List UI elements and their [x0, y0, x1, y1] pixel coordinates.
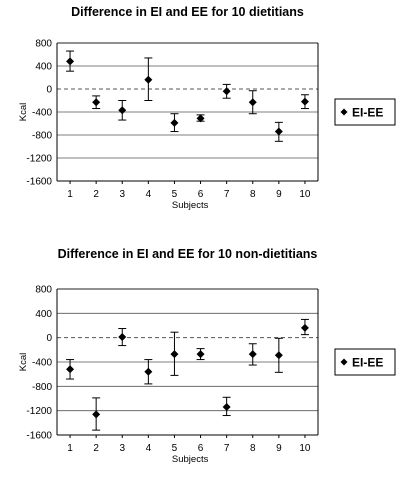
x-tick-label: 3	[119, 189, 125, 200]
y-tick-label: -400	[32, 358, 52, 369]
chart-title: Difference in EI and EE for 10 dietitian…	[71, 5, 304, 19]
data-point	[222, 403, 231, 412]
data-point	[300, 323, 309, 332]
x-tick-label: 9	[276, 189, 282, 200]
x-axis-label: Subjects	[172, 200, 209, 211]
y-tick-label: 0	[46, 333, 52, 344]
data-point	[222, 87, 231, 96]
data-point	[248, 98, 257, 107]
x-tick-label: 5	[172, 189, 178, 200]
x-tick-label: 4	[146, 443, 152, 454]
x-tick-label: 2	[93, 189, 99, 200]
legend-marker	[340, 358, 348, 366]
y-tick-label: 400	[35, 62, 52, 73]
y-tick-label: 800	[35, 39, 52, 50]
y-tick-label: 0	[46, 85, 52, 96]
x-tick-label: 1	[67, 443, 73, 454]
y-tick-label: -1200	[26, 154, 52, 165]
data-point	[274, 127, 283, 136]
x-tick-label: 7	[224, 189, 230, 200]
data-point	[300, 97, 309, 106]
data-point	[144, 75, 153, 84]
y-axis-label: Kcal	[18, 103, 29, 121]
y-axis-label: Kcal	[18, 353, 29, 371]
legend-marker	[340, 108, 348, 116]
data-point	[118, 333, 127, 342]
legend-label: EI-EE	[352, 356, 383, 370]
x-tick-label: 10	[299, 443, 311, 454]
x-tick-label: 7	[224, 443, 230, 454]
data-point	[66, 57, 75, 66]
y-tick-label: -1600	[26, 431, 52, 442]
y-tick-label: -400	[32, 108, 52, 119]
data-point	[170, 118, 179, 127]
x-tick-label: 8	[250, 443, 256, 454]
data-point	[248, 350, 257, 359]
chart-1: Difference in EI and EE for 10 dietitian…	[18, 5, 396, 211]
chart-title: Difference in EI and EE for 10 non-dieti…	[58, 247, 318, 261]
y-tick-label: -1600	[26, 177, 52, 188]
x-tick-label: 6	[198, 443, 204, 454]
data-point	[144, 367, 153, 376]
x-tick-label: 6	[198, 189, 204, 200]
legend-label: EI-EE	[352, 106, 383, 120]
x-tick-label: 3	[119, 443, 125, 454]
data-point	[196, 114, 205, 123]
x-tick-label: 1	[67, 189, 73, 200]
data-point	[66, 365, 75, 374]
x-tick-label: 5	[172, 443, 178, 454]
x-tick-label: 2	[93, 443, 99, 454]
x-tick-label: 8	[250, 189, 256, 200]
y-tick-label: -1200	[26, 406, 52, 417]
data-point	[118, 106, 127, 115]
y-tick-label: -800	[32, 382, 52, 393]
x-tick-label: 4	[146, 189, 152, 200]
y-tick-label: 800	[35, 285, 52, 296]
data-point	[170, 350, 179, 359]
chart-2: Difference in EI and EE for 10 non-dieti…	[18, 247, 396, 465]
x-tick-label: 10	[299, 189, 311, 200]
x-tick-label: 9	[276, 443, 282, 454]
data-point	[92, 98, 101, 107]
data-point	[196, 350, 205, 359]
y-tick-label: -800	[32, 131, 52, 142]
data-point	[92, 410, 101, 419]
y-tick-label: 400	[35, 309, 52, 320]
data-point	[274, 351, 283, 360]
x-axis-label: Subjects	[172, 454, 209, 465]
